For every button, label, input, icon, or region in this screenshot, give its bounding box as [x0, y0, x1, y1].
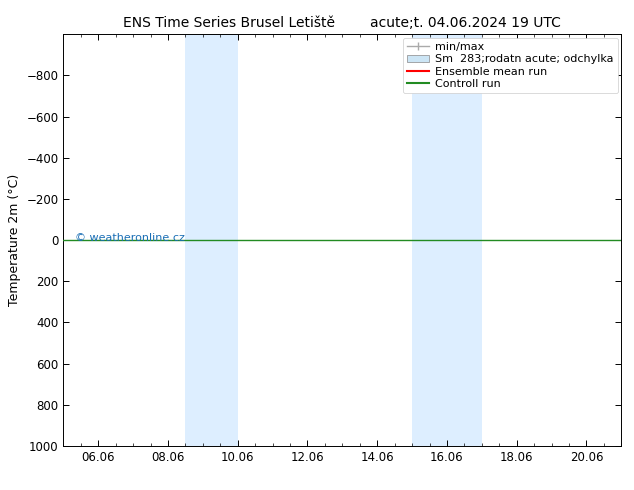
Bar [412, 34, 482, 446]
Title: ENS Time Series Brusel Letiště        acute;t. 04.06.2024 19 UTC: ENS Time Series Brusel Letiště acute;t. … [124, 16, 561, 30]
Y-axis label: Temperature 2m (°C): Temperature 2m (°C) [8, 174, 21, 306]
Text: © weatheronline.cz: © weatheronline.cz [75, 233, 184, 243]
Bar [185, 34, 238, 446]
Legend: min/max, Sm  283;rodatn acute; odchylka, Ensemble mean run, Controll run: min/max, Sm 283;rodatn acute; odchylka, … [403, 38, 618, 93]
